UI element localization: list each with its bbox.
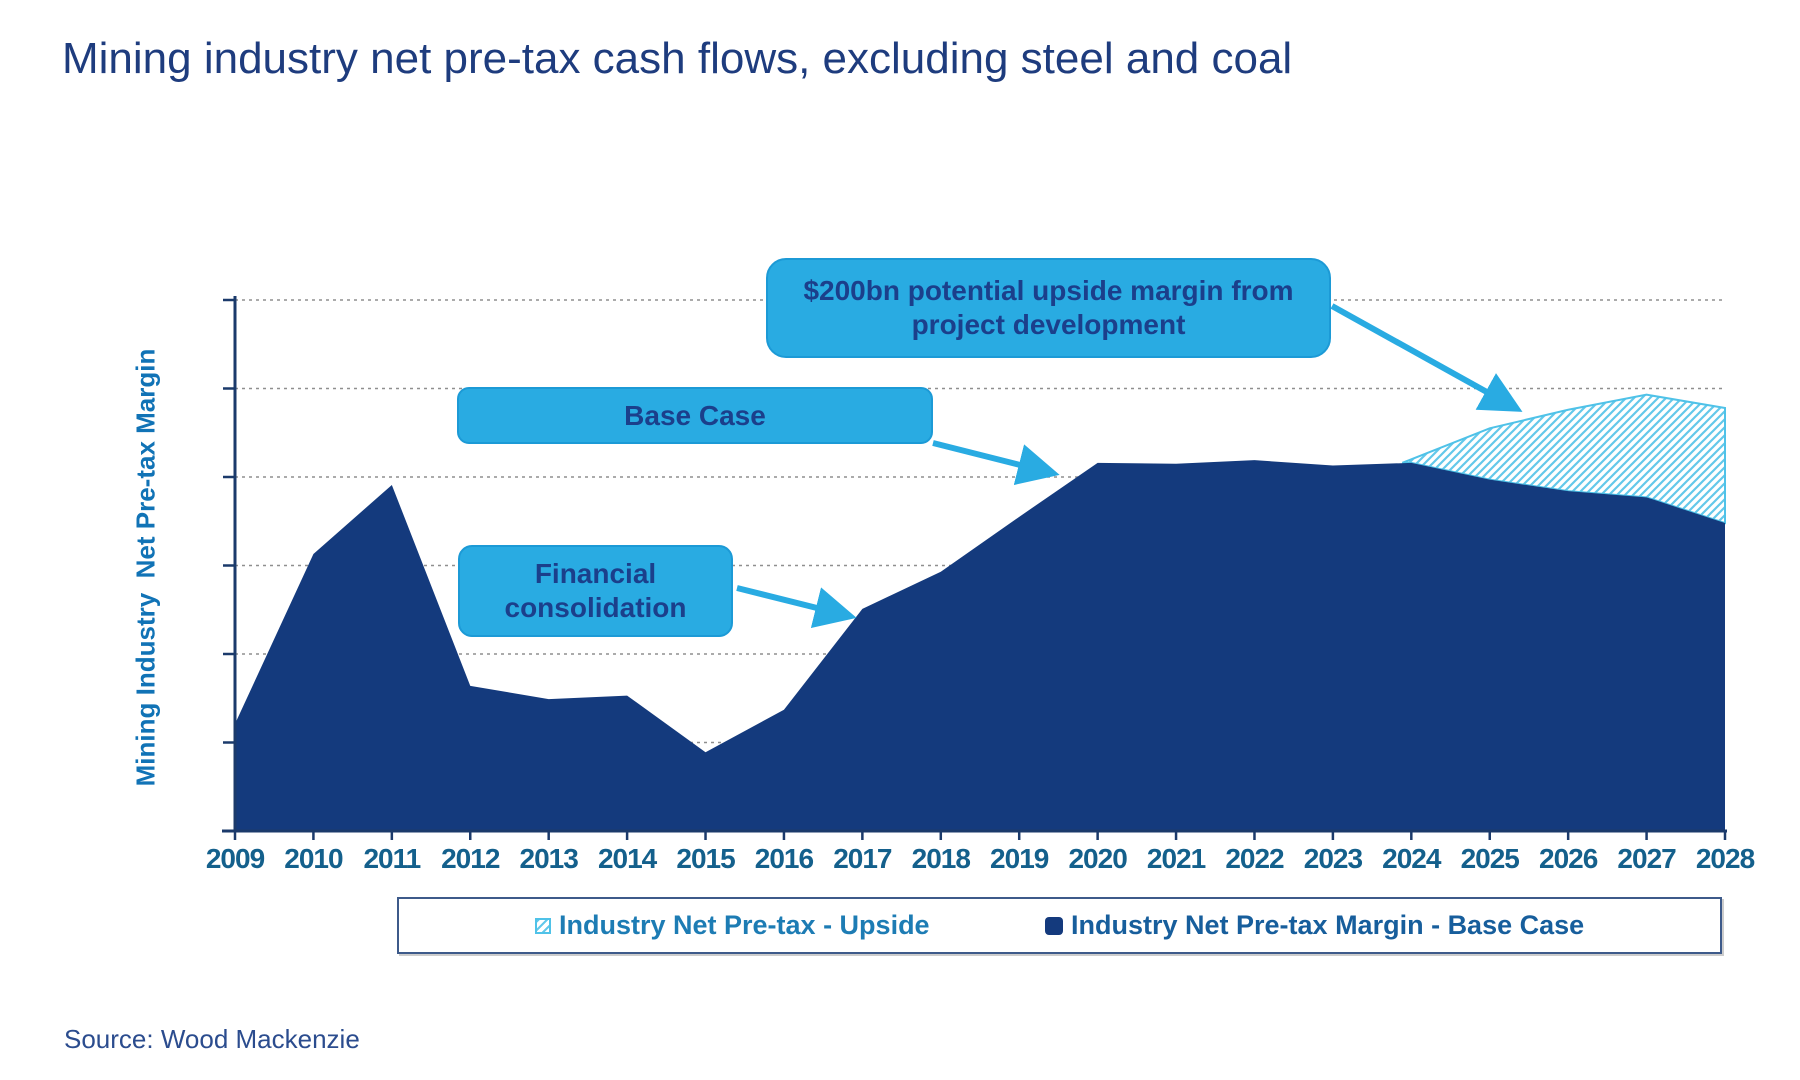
source-note: Source: Wood Mackenzie [64, 1024, 360, 1054]
callout-financial: Financial consolidation [458, 545, 733, 637]
callout-financial-text: Financial consolidation [504, 558, 687, 623]
upside-arrow [1330, 303, 1523, 412]
callout-base-case: Base Case [457, 387, 933, 444]
chart-legend: Industry Net Pre-tax - Upside Industry N… [397, 897, 1722, 954]
area-base-case [235, 460, 1725, 831]
base-case-swatch-icon [1045, 916, 1063, 935]
plot-area [222, 296, 1727, 840]
callout-arrows [736, 303, 1523, 629]
legend-item-base: Industry Net Pre-tax Margin - Base Case [1045, 899, 1584, 952]
callout-upside: $200bn potential upside margin from proj… [766, 258, 1331, 358]
legend-base-label: Industry Net Pre-tax Margin - Base Case [1071, 910, 1585, 940]
financial-consolidation-arrow [736, 585, 857, 629]
page-title: Mining industry net pre-tax cash flows, … [62, 34, 1293, 83]
upside-hatch-swatch-icon [535, 917, 551, 934]
legend-item-upside: Industry Net Pre-tax - Upside [535, 899, 930, 952]
legend-upside-label: Industry Net Pre-tax - Upside [559, 910, 930, 940]
callout-upside-text: $200bn potential upside margin from proj… [803, 275, 1294, 340]
base-case-arrow [932, 440, 1060, 486]
callout-base-case-text: Base Case [624, 399, 766, 431]
